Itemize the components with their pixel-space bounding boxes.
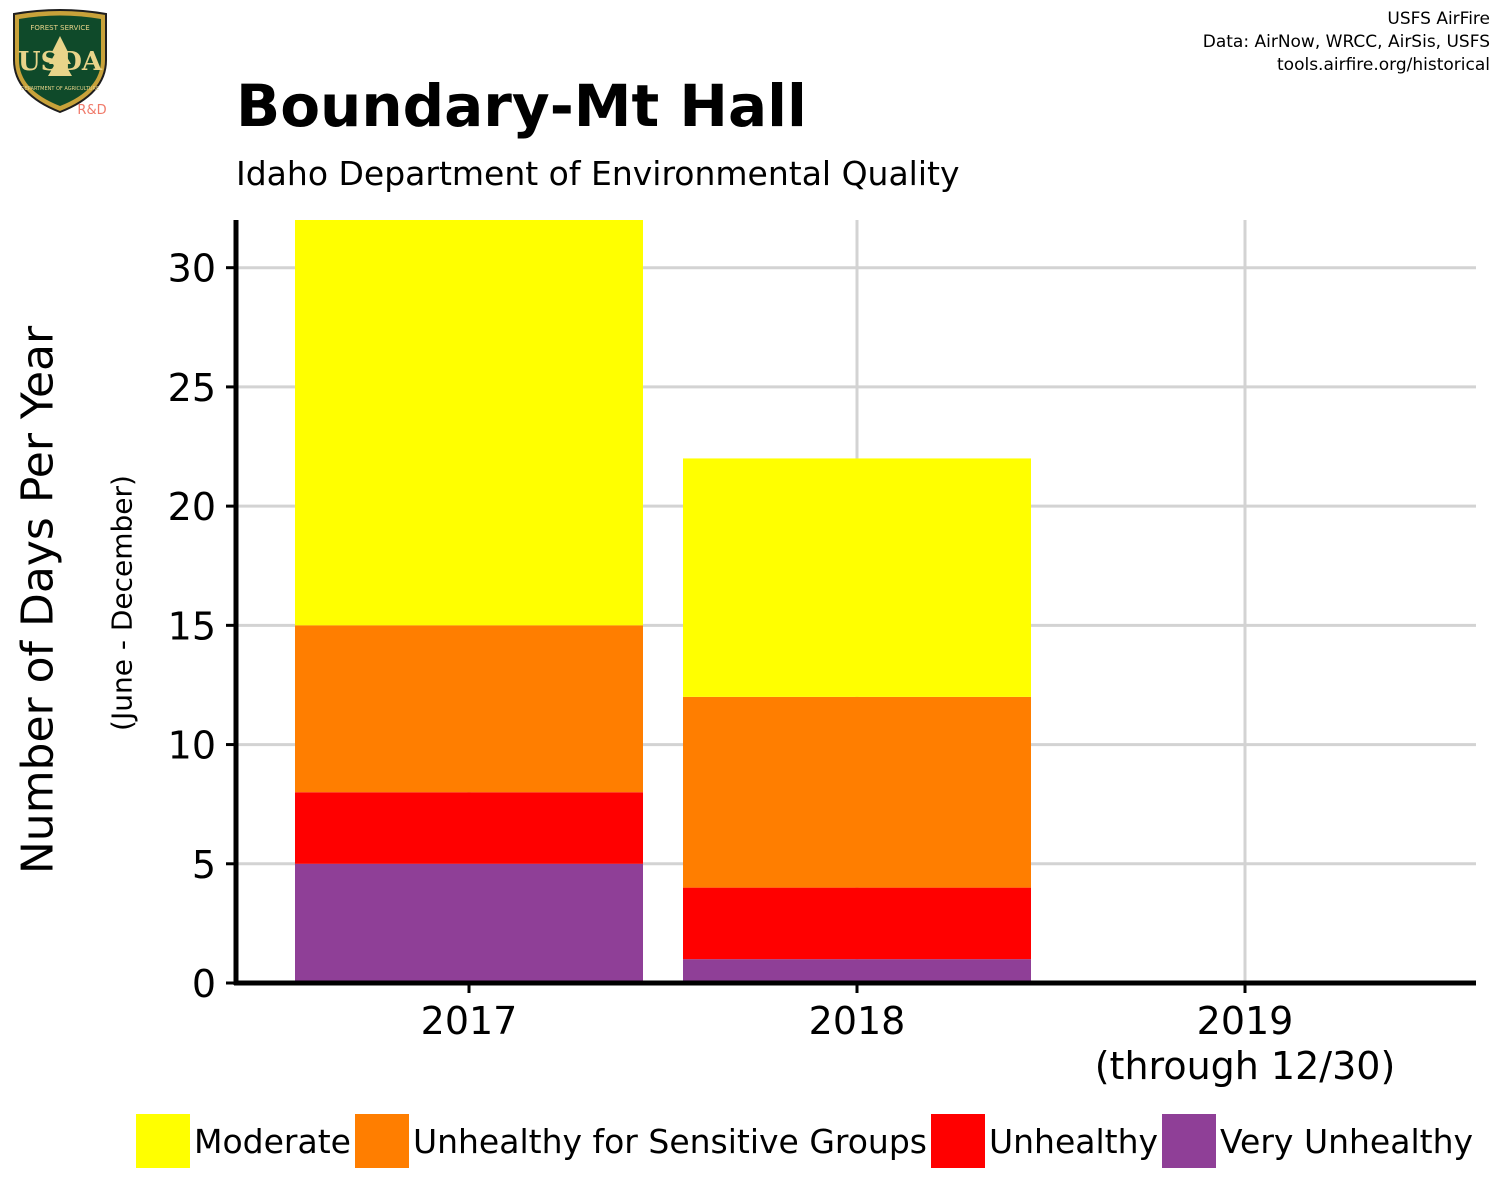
logo-text-bottom: DEPARTMENT OF AGRICULTURE [21, 86, 99, 92]
y-tick-label: 20 [168, 485, 216, 529]
x-tick-label: 2018 [809, 999, 906, 1043]
y-tick-label: 0 [192, 962, 216, 1006]
y-tick-label: 30 [168, 247, 216, 291]
legend-label: Moderate [194, 1121, 351, 1161]
credits: USFS AirFire Data: AirNow, WRCC, AirSis,… [1203, 8, 1490, 77]
bar-segment [295, 792, 643, 864]
x-tick-label: 2017 [421, 999, 518, 1043]
y-tick-label: 10 [168, 724, 216, 768]
y-tick-label: 15 [168, 604, 216, 648]
x-tick-label: 2019 [1197, 999, 1294, 1043]
legend-item: Very Unhealthy [1162, 1114, 1473, 1168]
bar-segment [295, 625, 643, 793]
legend-label: Unhealthy [988, 1121, 1159, 1161]
y-tick-label: 5 [192, 843, 216, 887]
legend-swatch [1162, 1114, 1217, 1168]
credit-line: USFS AirFire [1387, 9, 1490, 29]
legend-swatch [136, 1114, 190, 1168]
bar-segment [683, 959, 1031, 983]
y-tick-label: 25 [168, 366, 216, 410]
legend: Moderate Unhealthy for Sensitive Groups Un… [136, 1114, 1477, 1168]
bar-segment [683, 458, 1031, 697]
x-tick-sublabel: (through 12/30) [1095, 1044, 1396, 1088]
legend-label: Very Unhealthy [1220, 1121, 1474, 1161]
legend-item: Unhealthy for Sensitive Groups [354, 1114, 927, 1168]
legend-label: Unhealthy for Sensitive Groups [412, 1121, 927, 1161]
logo-badge: R&D [77, 103, 106, 118]
bar-segment [683, 696, 1031, 888]
bar-segment [683, 887, 1031, 960]
legend-swatch [930, 1114, 985, 1168]
legend-swatch [354, 1114, 409, 1168]
forest-service-logo: FOREST SERVICE USDA DEPARTMENT OF AGRICU… [13, 9, 107, 118]
legend-item: Unhealthy [930, 1114, 1159, 1168]
chart-title: Boundary-Mt Hall [236, 72, 807, 140]
legend-item: Moderate [136, 1114, 351, 1168]
bar-segment [295, 220, 643, 626]
chart-subtitle: Idaho Department of Environmental Qualit… [236, 154, 960, 193]
bar-segment [295, 863, 643, 983]
logo-text-top: FOREST SERVICE [30, 24, 89, 32]
credit-line: tools.airfire.org/historical [1277, 55, 1490, 75]
credit-line: Data: AirNow, WRCC, AirSis, USFS [1202, 32, 1490, 52]
